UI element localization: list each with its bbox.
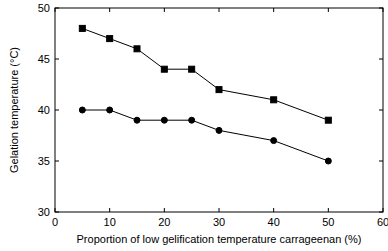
series-line xyxy=(82,110,328,161)
x-tick-label: 60 xyxy=(377,216,388,228)
x-tick-label: 40 xyxy=(268,216,280,228)
x-tick-label: 30 xyxy=(213,216,225,228)
series-marker xyxy=(325,117,331,123)
y-tick-right xyxy=(379,110,383,111)
y-tick-label: 50 xyxy=(38,2,50,14)
series-marker xyxy=(79,25,85,31)
chart-container: 0 10 20 30 40 50 60 30 35 40 45 50 Proportion of low… xyxy=(0,0,388,251)
y-tick xyxy=(55,59,59,60)
series-marker xyxy=(271,97,277,103)
x-tick-label: 0 xyxy=(52,216,58,228)
plot-area xyxy=(79,25,331,164)
x-tick-top xyxy=(328,8,329,12)
series-marker xyxy=(107,36,113,42)
y-tick-label: 40 xyxy=(38,104,50,116)
x-tick-top xyxy=(219,8,220,12)
x-tick xyxy=(383,208,384,212)
y-tick-right xyxy=(379,212,383,213)
series-marker xyxy=(325,158,331,164)
x-tick-top xyxy=(383,8,384,12)
series-marker xyxy=(134,117,140,123)
y-tick xyxy=(55,110,59,111)
series-marker xyxy=(134,46,140,52)
x-tick xyxy=(164,208,165,212)
x-tick-top xyxy=(109,8,110,12)
series-marker xyxy=(216,127,222,133)
x-tick xyxy=(328,208,329,212)
x-axis-label: Proportion of low gelification temperatu… xyxy=(77,233,362,245)
y-tick xyxy=(55,8,59,9)
series-marker xyxy=(161,117,167,123)
y-tick-label: 30 xyxy=(38,206,50,218)
series-marker xyxy=(189,66,195,72)
x-tick-top xyxy=(55,8,56,12)
plot-frame xyxy=(55,8,383,212)
x-tick xyxy=(219,208,220,212)
y-tick xyxy=(55,161,59,162)
chart-svg: 0 10 20 30 40 50 60 30 35 40 45 50 Proportion of low… xyxy=(0,0,388,251)
y-tick-right xyxy=(379,8,383,9)
y-axis-label: Gelation temperature (°C) xyxy=(8,47,20,173)
series-line xyxy=(82,28,328,120)
x-tick-top xyxy=(273,8,274,12)
x-tick xyxy=(109,208,110,212)
series-marker xyxy=(189,117,195,123)
x-tick-label: 50 xyxy=(322,216,334,228)
y-tick xyxy=(55,212,59,213)
y-tick-right xyxy=(379,59,383,60)
series-marker xyxy=(161,66,167,72)
x-tick-top xyxy=(164,8,165,12)
y-tick-label: 45 xyxy=(38,53,50,65)
x-tick-label: 20 xyxy=(158,216,170,228)
y-tick-label: 35 xyxy=(38,155,50,167)
series-marker xyxy=(271,138,277,144)
series-marker xyxy=(107,107,113,113)
series-marker xyxy=(216,87,222,93)
x-tick xyxy=(55,208,56,212)
series-marker xyxy=(79,107,85,113)
x-tick xyxy=(273,208,274,212)
y-tick-right xyxy=(379,161,383,162)
x-tick-label: 10 xyxy=(104,216,116,228)
